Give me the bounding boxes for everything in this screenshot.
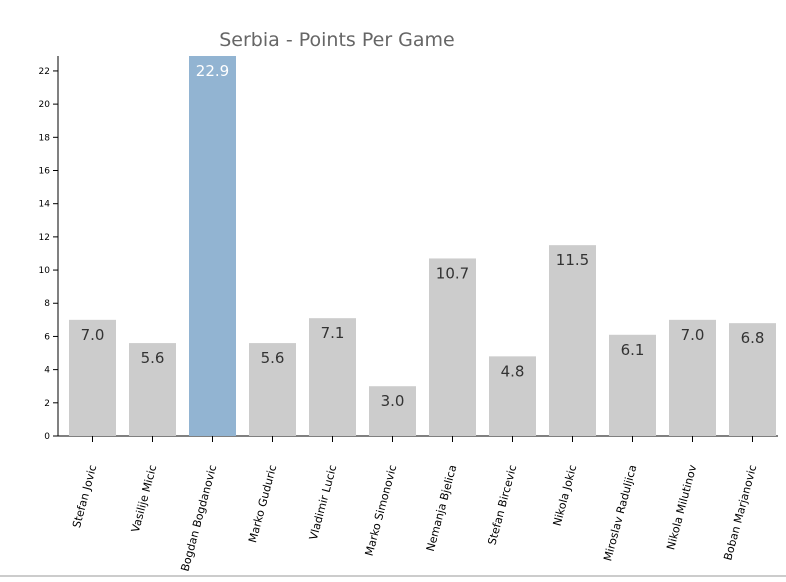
y-tick-label: 14 bbox=[39, 200, 51, 210]
y-tick-label: 10 bbox=[39, 266, 51, 276]
y-axis: 0 2 4 6 8 10 12 14 16 18 20 22 bbox=[39, 56, 59, 442]
bar[interactable] bbox=[609, 334, 656, 436]
y-tick-label: 12 bbox=[39, 233, 50, 243]
y-tick-label: 2 bbox=[44, 399, 50, 409]
x-tick-label: Marko Simonovic bbox=[363, 463, 400, 557]
x-tick-label: Nemanja Bjelica bbox=[424, 463, 460, 552]
data-label: 7.1 bbox=[321, 324, 345, 342]
x-tick-label: Vladimir Lucic bbox=[307, 463, 340, 541]
bar[interactable] bbox=[429, 258, 476, 436]
x-tick-label: Stefan Jovic bbox=[70, 463, 99, 529]
data-label: 6.8 bbox=[741, 329, 765, 347]
bar[interactable] bbox=[489, 356, 536, 436]
bar-series bbox=[69, 56, 776, 436]
x-tick-label: Vasilije Micic bbox=[129, 463, 160, 533]
data-label: 7.0 bbox=[681, 326, 705, 344]
category-labels: Stefan Jovic Vasilije Micic Bogdan Bogdano… bbox=[70, 463, 759, 573]
y-tick-label: 16 bbox=[39, 166, 51, 176]
y-tick-label: 8 bbox=[44, 299, 50, 309]
bar[interactable] bbox=[189, 56, 236, 436]
bar[interactable] bbox=[669, 319, 716, 436]
bar[interactable] bbox=[129, 343, 176, 436]
bar[interactable] bbox=[369, 386, 416, 436]
value-labels: 7.0 5.6 22.9 5.6 7.1 3.0 10.7 4.8 11.5 6.1 7.0 6.8 bbox=[81, 62, 765, 410]
chart-title: Serbia - Points Per Game bbox=[219, 29, 454, 51]
bar[interactable] bbox=[549, 245, 596, 436]
x-tick-label: Miroslav Raduljica bbox=[601, 463, 639, 562]
y-tick-label: 20 bbox=[39, 100, 51, 110]
y-tick-label: 0 bbox=[44, 432, 50, 442]
x-tick-label: Nikola Jokic bbox=[551, 463, 580, 527]
data-label: 22.9 bbox=[196, 62, 229, 80]
x-axis bbox=[58, 435, 778, 442]
data-label: 5.6 bbox=[261, 349, 285, 367]
bar[interactable] bbox=[69, 319, 116, 436]
data-label: 6.1 bbox=[621, 341, 645, 359]
bottom-divider bbox=[0, 575, 786, 577]
bar[interactable] bbox=[249, 343, 296, 436]
data-label: 3.0 bbox=[381, 392, 405, 410]
bar[interactable] bbox=[729, 323, 776, 436]
y-tick-label: 6 bbox=[44, 332, 50, 342]
data-label: 7.0 bbox=[81, 326, 105, 344]
data-label: 4.8 bbox=[501, 362, 525, 380]
y-tick-label: 22 bbox=[39, 67, 50, 77]
y-tick-label: 4 bbox=[44, 366, 50, 376]
y-tick-label: 18 bbox=[39, 133, 51, 143]
x-tick-label: Stefan Bircevic bbox=[485, 463, 519, 546]
data-label: 11.5 bbox=[556, 251, 589, 269]
bar[interactable] bbox=[309, 318, 356, 436]
x-tick-label: Bogdan Bogdanovic bbox=[178, 463, 219, 572]
x-tick-label: Boban Marjanovic bbox=[721, 463, 759, 561]
x-tick-label: Nikola Milutinov bbox=[664, 463, 699, 551]
x-tick-label: Marko Guduric bbox=[246, 463, 279, 544]
data-label: 5.6 bbox=[141, 349, 165, 367]
data-label: 10.7 bbox=[436, 264, 469, 282]
